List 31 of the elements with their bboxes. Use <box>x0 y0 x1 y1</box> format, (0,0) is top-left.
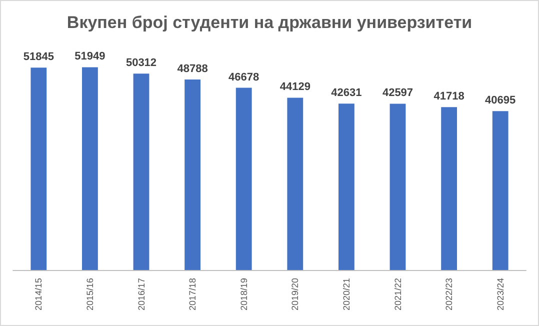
chart-title: Вкупен број студенти на државни универзитети <box>66 13 472 32</box>
bar <box>390 104 406 270</box>
data-label: 51949 <box>74 50 106 63</box>
data-label: 42597 <box>382 87 414 100</box>
data-label: 40695 <box>485 94 516 107</box>
bar <box>492 111 508 270</box>
bar <box>184 80 200 270</box>
x-tick-label: 2014/15 <box>34 278 44 311</box>
data-label: 46678 <box>228 71 260 84</box>
x-tick-label: 2018/19 <box>238 278 249 311</box>
x-tick-label: 2021/22 <box>392 278 403 311</box>
data-label: 42631 <box>331 87 362 100</box>
x-tick-label: 2023/24 <box>495 278 506 311</box>
x-tick-label: 2016/17 <box>136 278 146 311</box>
x-tick-label: 2015/16 <box>84 278 95 311</box>
data-label: 48788 <box>177 63 208 76</box>
x-tick-label: 2017/18 <box>188 278 198 311</box>
x-tick-label: 2020/21 <box>341 278 352 311</box>
data-label: 41718 <box>434 90 464 103</box>
x-tick-label: 2019/20 <box>290 278 300 311</box>
x-tick-label: 2022/23 <box>444 278 454 311</box>
bar <box>287 98 304 270</box>
data-label: 44129 <box>280 81 310 94</box>
data-label: 51845 <box>23 51 54 64</box>
data-label: 50312 <box>126 57 157 70</box>
bar <box>236 88 252 270</box>
bar <box>82 67 98 270</box>
bar <box>30 68 47 270</box>
bar <box>338 104 354 270</box>
bar <box>133 74 150 270</box>
bar <box>441 107 457 270</box>
